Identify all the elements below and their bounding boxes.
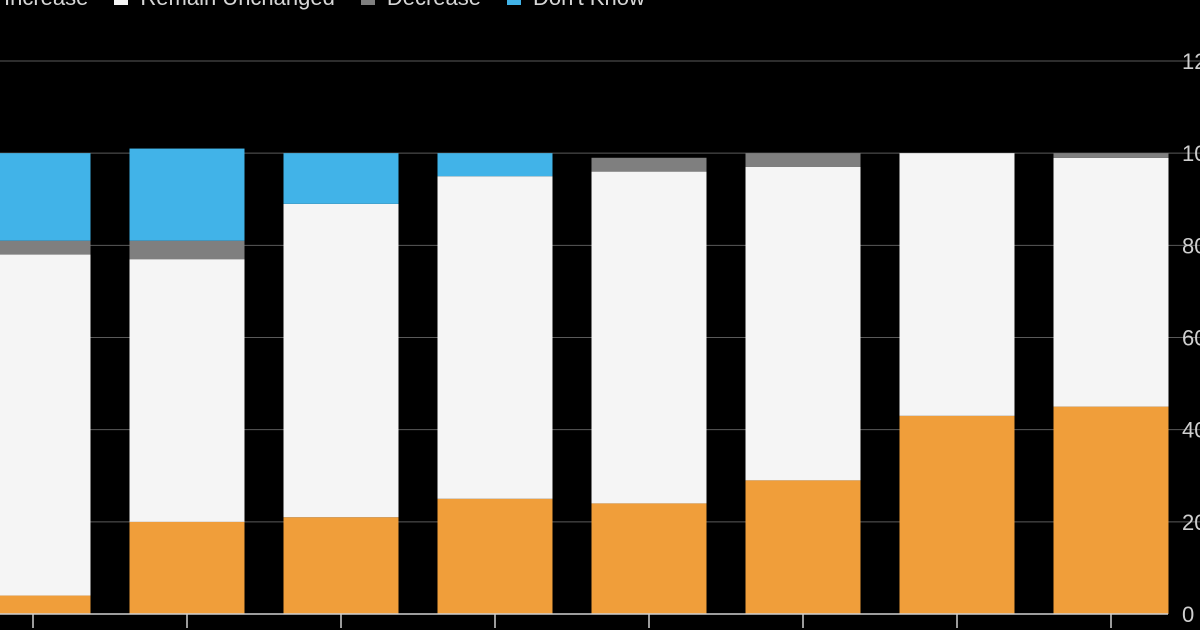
legend-label-decrease: Decrease <box>387 0 481 11</box>
legend-swatch-decrease <box>360 0 375 5</box>
legend-label-dont-know: Don't Know <box>533 0 645 11</box>
y-tick-label: 100 <box>1182 141 1200 166</box>
bar-remain-unchanged-1 <box>129 259 245 522</box>
y-tick-label: 0 <box>1182 602 1194 627</box>
bar-remain-unchanged-5 <box>745 166 861 481</box>
bar-remain-unchanged-4 <box>591 171 707 504</box>
bar-decrease-5 <box>745 153 861 167</box>
bar-remain-unchanged-6 <box>899 153 1015 416</box>
legend-item-decrease: Decrease <box>360 0 481 11</box>
bar-don-t-know-1 <box>129 148 245 241</box>
legend-item-increase: Increase <box>0 0 88 11</box>
bar-increase-3 <box>437 498 553 614</box>
legend-swatch-remain-unchanged <box>114 0 129 5</box>
bar-decrease-0 <box>0 240 91 255</box>
y-tick-label: 40 <box>1182 418 1200 443</box>
bar-increase-1 <box>129 521 245 614</box>
y-tick-label: 120 <box>1182 49 1200 74</box>
bar-don-t-know-2 <box>283 153 399 204</box>
legend-item-dont-know: Don't Know <box>507 0 645 11</box>
bar-decrease-4 <box>591 157 707 172</box>
bar-remain-unchanged-7 <box>1053 157 1169 407</box>
y-tick-label: 80 <box>1182 233 1200 258</box>
bar-increase-5 <box>745 480 861 614</box>
bar-remain-unchanged-3 <box>437 176 553 499</box>
bar-don-t-know-3 <box>437 153 553 177</box>
bar-decrease-1 <box>129 240 245 260</box>
chart-legend: Increase Remain Unchanged Decrease Don't… <box>0 0 645 10</box>
bar-don-t-know-0 <box>0 153 91 241</box>
bar-increase-7 <box>1053 406 1169 614</box>
y-tick-label: 20 <box>1182 510 1200 535</box>
legend-swatch-dont-know <box>507 0 522 5</box>
y-tick-label: 60 <box>1182 326 1200 351</box>
bar-increase-6 <box>899 415 1015 614</box>
bar-decrease-7 <box>1053 153 1169 158</box>
legend-label-increase: Increase <box>4 0 88 11</box>
bar-increase-0 <box>0 595 91 614</box>
bar-increase-2 <box>283 517 399 614</box>
legend-label-remain-unchanged: Remain Unchanged <box>140 0 334 11</box>
bar-remain-unchanged-2 <box>283 203 399 518</box>
bar-remain-unchanged-0 <box>0 254 91 596</box>
bar-increase-4 <box>591 503 707 614</box>
legend-item-remain-unchanged: Remain Unchanged <box>114 0 335 11</box>
